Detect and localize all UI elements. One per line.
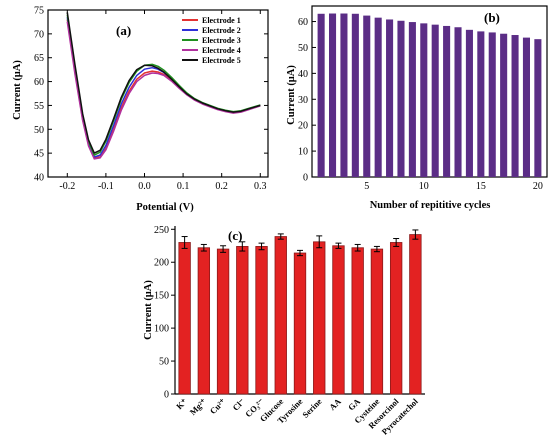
panel-b-bar xyxy=(465,29,473,177)
panel-c-y-tick-label: 0 xyxy=(164,390,169,401)
panel-a-frame xyxy=(47,9,269,178)
panel-c-bar xyxy=(351,247,364,395)
panel-a-x-tick-label: 0.2 xyxy=(215,181,228,192)
panel-b-x-tick-label: 10 xyxy=(419,181,429,192)
panel-b-bar xyxy=(328,13,337,177)
panel-c-bar xyxy=(389,242,403,395)
panel-a-series-line-5 xyxy=(66,12,261,154)
panel-c-bar xyxy=(255,246,268,395)
panel-b-y-tick-label: 40 xyxy=(298,69,308,80)
panel-a-y-tick-label: 40 xyxy=(34,173,44,184)
panel-b-bar xyxy=(386,19,394,177)
panel-b-bar xyxy=(477,31,485,177)
panel-b-bar xyxy=(534,39,542,177)
panel-a-y-axis-label: Current (μA) xyxy=(12,60,23,120)
panel-b-bar xyxy=(443,25,451,178)
panel-b-x-axis-label: Number of repititive cycles xyxy=(370,200,491,211)
panel-a-legend-label-1: Electrode 1 xyxy=(202,16,241,25)
panel-c-y-tick-label: 150 xyxy=(154,291,169,302)
panel-b-bar xyxy=(500,33,508,177)
panel-b-bar xyxy=(522,37,531,177)
chart-panel-c: (c) Current (μA) K⁺Mg²⁺ Cu²⁺ Cl⁻CO₃²⁻Gluco… xyxy=(143,225,425,435)
panel-c-y-tick-label: 100 xyxy=(154,324,169,335)
chart-panel-a: (a) Current (μA) Potential (V) -0.2 -0.1 0… xyxy=(12,6,269,213)
chart-panel-b: (b) Current (μA) Number of repititive cy… xyxy=(286,5,548,211)
panel-a-label: (a) xyxy=(116,23,131,38)
panel-c-bar xyxy=(332,245,345,395)
panel-c-x-tick-label: K⁺ xyxy=(174,396,189,411)
panel-b-bar xyxy=(454,27,462,178)
panel-b-bar xyxy=(420,23,428,178)
panel-b-x-tick-label: 20 xyxy=(533,181,543,192)
panel-c-y-axis-label: Current (μA) xyxy=(143,280,154,340)
panel-b-bar xyxy=(363,15,371,177)
panel-a-x-tick-label: 0.3 xyxy=(254,181,267,192)
panel-b-y-tick-label: 60 xyxy=(298,17,308,28)
panel-c-x-tick-label: Serine xyxy=(300,396,324,420)
panel-b-y-tick-label: 20 xyxy=(298,121,308,132)
panel-a-series-group xyxy=(66,12,261,160)
panel-a-legend-label-5: Electrode 5 xyxy=(202,56,241,65)
panel-b-y-tick-label: 0 xyxy=(303,173,308,184)
panel-b-y-axis-label: Current (μA) xyxy=(286,65,297,125)
panel-a-y-tick-label: 70 xyxy=(34,29,44,40)
panel-b-label: (b) xyxy=(484,10,500,25)
panel-c-bars xyxy=(178,229,422,395)
panel-b-bar xyxy=(340,13,348,177)
panel-a-y-tick-label: 50 xyxy=(34,125,44,136)
panel-c-y-tick-label: 250 xyxy=(154,225,169,236)
panel-c-bar xyxy=(409,234,422,395)
panel-a-y-tick-label: 45 xyxy=(34,149,44,160)
panel-c-label: (c) xyxy=(228,228,242,243)
panel-a-legend-label-4: Electrode 4 xyxy=(202,46,241,55)
panel-b-bar xyxy=(408,22,416,178)
panel-c-x-tick-label: Cu²⁺ xyxy=(208,396,228,416)
panel-a-legend-label-2: Electrode 2 xyxy=(202,26,241,35)
panel-a-y-tick-label: 75 xyxy=(34,6,44,17)
panel-a-x-tick-label: -0.1 xyxy=(98,181,114,192)
panel-a-x-axis-label: Potential (V) xyxy=(136,202,194,213)
panel-c-y-tick-label: 200 xyxy=(154,258,169,269)
panel-b-bars xyxy=(317,13,542,178)
panel-a-series-line-4 xyxy=(66,21,261,160)
panel-c-bar xyxy=(274,236,287,395)
panel-a-x-tick-label: 0.1 xyxy=(177,181,190,192)
panel-b-x-tick-label: 15 xyxy=(476,181,486,192)
panel-a-legend-label-3: Electrode 3 xyxy=(202,36,241,45)
panel-b-bar xyxy=(351,13,359,178)
panel-c-bar xyxy=(370,248,384,395)
panel-b-y-tick-label: 50 xyxy=(298,43,308,54)
panel-c-bar xyxy=(293,252,307,395)
panel-c-x-tick-label: Mg²⁺ xyxy=(188,396,209,417)
panel-c-y-tick-label: 50 xyxy=(159,357,169,368)
panel-c-bar xyxy=(178,242,191,395)
panel-a-y-tick-label: 65 xyxy=(34,53,44,64)
panel-b-bar xyxy=(397,20,405,177)
panel-b-axes: 5 10 15 20 0 10 20 30 40 50 60 xyxy=(298,5,548,192)
panel-b-bar xyxy=(488,32,496,177)
panel-a-axes: -0.2 -0.1 0.0 0.1 0.2 0.3 40 45 50 55 60 65 70 75 xyxy=(34,6,269,192)
panel-c-bar xyxy=(313,241,326,395)
panel-b-frame xyxy=(311,5,548,178)
panel-a-y-tick-label: 60 xyxy=(34,77,44,88)
panel-c-bar xyxy=(236,246,249,395)
panel-c-bar xyxy=(216,248,230,395)
panel-c-x-tick-label: AA xyxy=(327,396,343,412)
panel-b-bar xyxy=(431,24,439,178)
panel-b-bar xyxy=(374,17,382,178)
panel-a-y-tick-label: 55 xyxy=(34,101,44,112)
panel-b-y-tick-label: 30 xyxy=(298,95,308,106)
panel-b-bar xyxy=(511,35,519,177)
panel-a-x-tick-label: -0.2 xyxy=(59,181,75,192)
panel-b-x-tick-label: 5 xyxy=(364,181,369,192)
panel-c-bar xyxy=(197,247,211,395)
panel-a-x-tick-label: 0.0 xyxy=(138,181,151,192)
panel-b-y-tick-label: 10 xyxy=(298,147,308,158)
panel-b-bar xyxy=(317,13,325,178)
